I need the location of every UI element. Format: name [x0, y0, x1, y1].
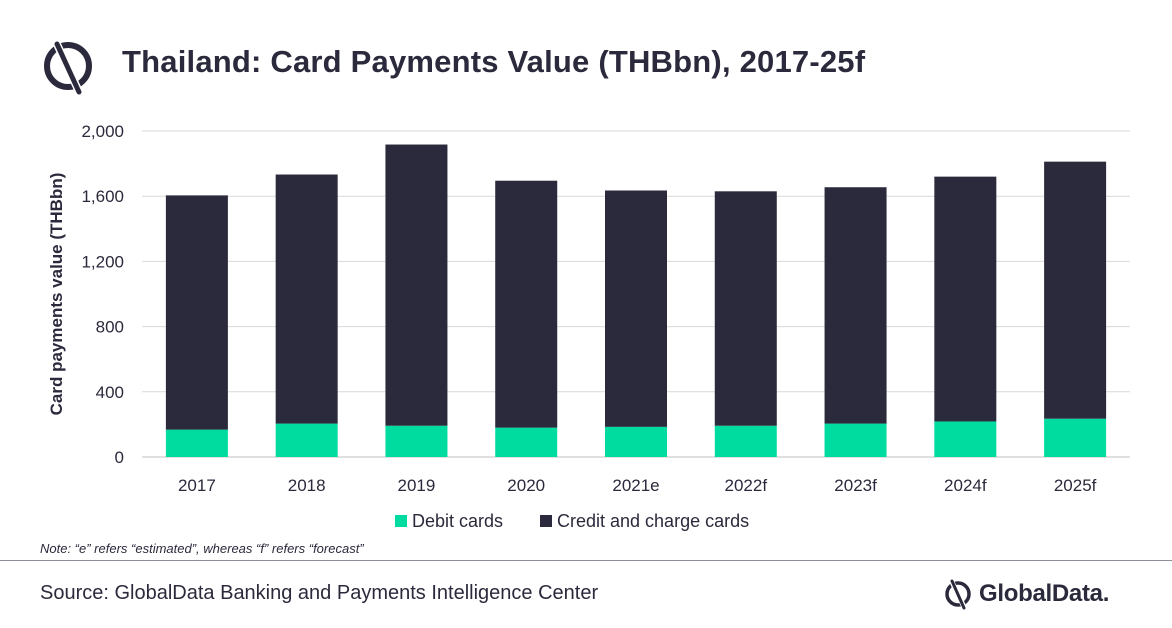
bar-credit-2024f [934, 176, 997, 422]
x-tick-label: 2019 [398, 476, 436, 495]
y-tick-label: 1,600 [81, 187, 124, 206]
bar-debit-2018 [275, 423, 338, 457]
source-text: Source: GlobalData Banking and Payments … [40, 582, 599, 604]
bar-credit-2025f [1044, 161, 1107, 419]
bar-debit-2017 [165, 429, 228, 457]
bar-debit-2020 [495, 427, 558, 457]
bar-debit-2021e [605, 426, 667, 457]
footnote: Note: “e” refers “estimated”, whereas “f… [40, 541, 364, 556]
bar-credit-2019 [385, 144, 448, 426]
legend-debit-label: Debit cards [412, 511, 503, 531]
footer-divider [0, 560, 1172, 561]
x-tick-label: 2025f [1054, 476, 1097, 495]
x-tick-label: 2017 [178, 476, 216, 495]
bar-debit-2023f [824, 423, 887, 457]
legend-debit-swatch [395, 515, 407, 527]
bar-credit-2017 [165, 195, 228, 430]
brand-name: GlobalData. [979, 580, 1110, 607]
bar-credit-2021e [605, 190, 667, 427]
y-tick-label: 400 [96, 383, 124, 402]
bar-credit-2022f [714, 191, 777, 426]
x-tick-label: 2018 [288, 476, 326, 495]
y-tick-label: 800 [96, 318, 124, 337]
card-payments-chart: 0 400 800 1,200 1,600 2,000 Card payments valu… [47, 122, 1130, 531]
x-tick-label: 2022f [725, 476, 768, 495]
legend-credit-swatch [540, 515, 552, 527]
brand-logo: GlobalData. [943, 576, 1109, 612]
globaldata-brand-icon [945, 578, 971, 611]
bar-credit-2023f [824, 187, 887, 424]
x-tick-label: 2023f [834, 476, 877, 495]
y-tick-label: 2,000 [81, 122, 124, 141]
bar-credit-2018 [275, 174, 338, 424]
x-tick-label: 2021e [612, 476, 659, 495]
bar-debit-2024f [934, 421, 997, 457]
x-tick-label: 2020 [507, 476, 545, 495]
y-axis-label: Card payments value (THBbn) [47, 173, 66, 416]
bar-debit-2022f [714, 425, 777, 457]
bar-credit-2020 [495, 180, 558, 428]
y-tick-label: 1,200 [81, 252, 124, 271]
bar-debit-2019 [385, 425, 448, 457]
y-tick-label: 0 [115, 448, 124, 467]
bar-debit-2025f [1044, 418, 1107, 457]
legend-credit-label: Credit and charge cards [557, 511, 749, 531]
page-title: Thailand: Card Payments Value (THBbn), 2… [122, 44, 866, 79]
globaldata-icon [44, 40, 92, 96]
x-tick-label: 2024f [944, 476, 987, 495]
